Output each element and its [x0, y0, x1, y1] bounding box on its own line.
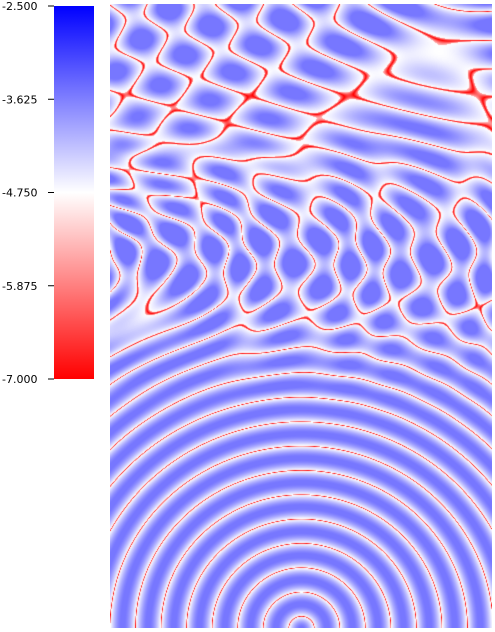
colorbar-gradient — [54, 6, 94, 379]
colorbar-ticks: -2.500 -3.625 -4.750 -5.875 -7.000 — [2, 0, 54, 386]
colorbar: -2.500 -3.625 -4.750 -5.875 -7.000 — [0, 0, 100, 400]
colorbar-tick-label-3: -5.875 — [2, 280, 37, 293]
colorbar-tick-label-1: -3.625 — [2, 93, 37, 106]
colorbar-tick-label-0: -2.500 — [2, 0, 37, 13]
heatmap-field — [110, 4, 492, 628]
heatmap-canvas — [110, 4, 492, 628]
colorbar-tick-label-4: -7.000 — [2, 373, 37, 386]
colorbar-tick-label-2: -4.750 — [2, 187, 37, 200]
colorbar-svg: -2.500 -3.625 -4.750 -5.875 -7.000 — [2, 0, 94, 386]
